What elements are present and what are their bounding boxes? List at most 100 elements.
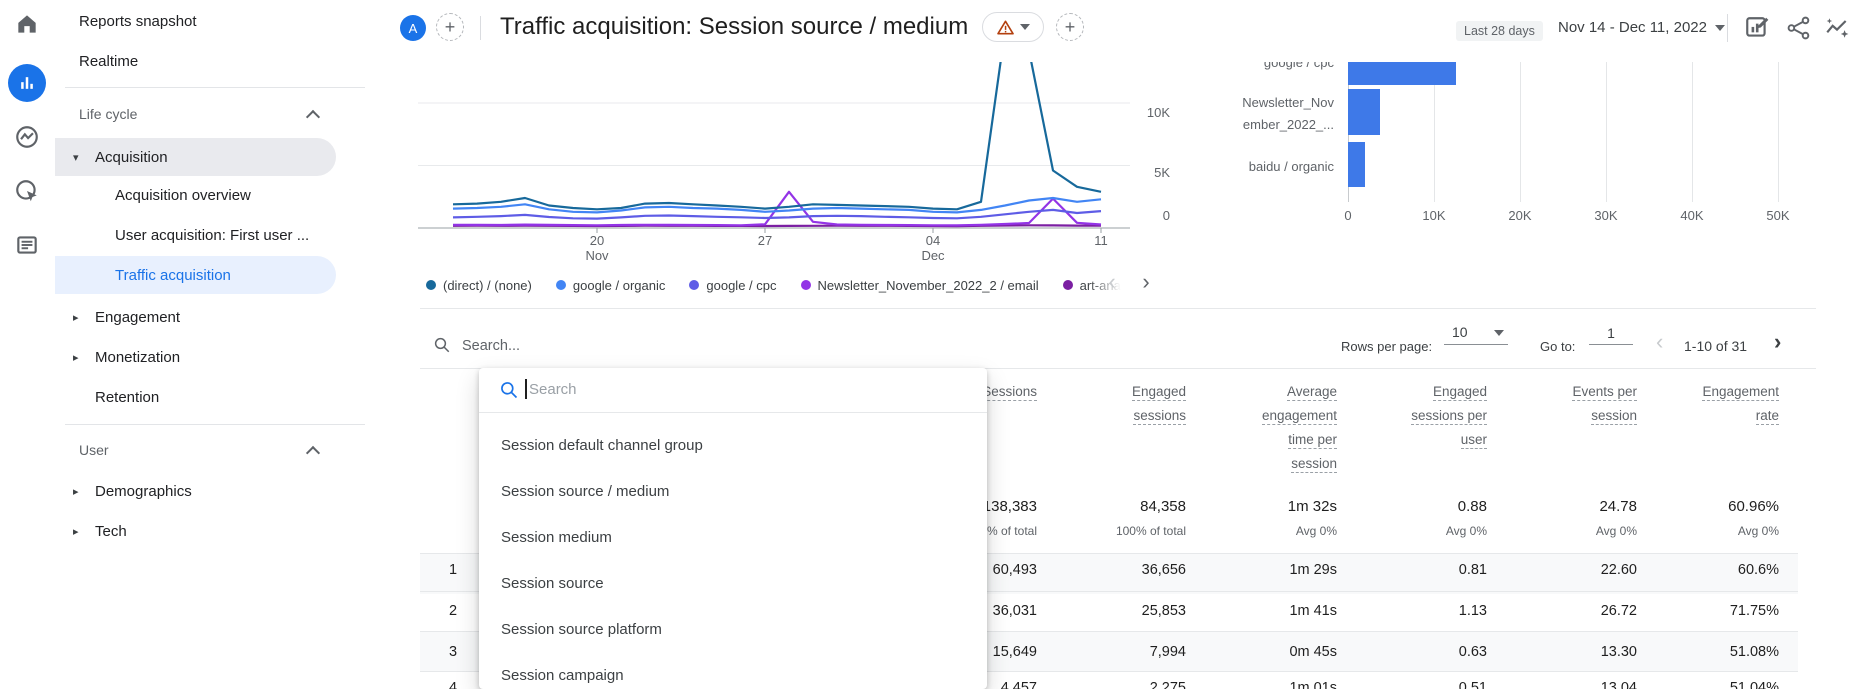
sidebar-item-realtime[interactable]: Realtime: [55, 42, 336, 80]
dropdown-item-session-default-channel-group[interactable]: Session default channel group: [479, 430, 987, 460]
totals-subtext: 100% of total: [1115, 524, 1186, 538]
totals-subtext: Avg 0%: [1737, 524, 1779, 538]
sidebar-item-engagement[interactable]: ▸ Engagement: [55, 298, 336, 336]
chevron-down-icon: [1714, 24, 1725, 31]
row-cell: 60,493: [992, 562, 1037, 578]
date-range-selector[interactable]: Nov 14 - Dec 11, 2022: [1558, 19, 1725, 36]
chevron-up-icon[interactable]: [305, 445, 321, 461]
chevron-up-icon[interactable]: [305, 109, 321, 125]
sidebar-item-retention[interactable]: Retention: [55, 378, 336, 416]
dropdown-item-session-source-medium[interactable]: Session source / medium: [479, 476, 987, 506]
expand-arrow-icon[interactable]: ▸: [73, 485, 79, 498]
sidebar-item-label: Reports snapshot: [79, 12, 197, 30]
pagination-next-icon[interactable]: ›: [1774, 329, 1782, 354]
row-cell: 0m 45s: [1289, 644, 1337, 660]
reports-sidebar: Reports snapshot Realtime Life cycle ▾ Acqui…: [55, 0, 379, 689]
bar-gridline: [1778, 62, 1779, 202]
bar-gridline: [1434, 62, 1435, 202]
sidebar-item-acquisition-overview[interactable]: Acquisition overview: [55, 176, 336, 214]
column-header[interactable]: Sessions: [982, 384, 1037, 401]
dropdown-search-input[interactable]: Search: [529, 381, 577, 398]
dropdown-item-label: Session source platform: [501, 620, 662, 638]
bar-x-tick-label: 20K: [1508, 208, 1532, 223]
data-quality-button[interactable]: [982, 12, 1044, 42]
dropdown-item-session-campaign[interactable]: Session campaign: [479, 660, 987, 689]
row-number: 3: [448, 644, 458, 660]
legend-scroll-right-icon[interactable]: ›: [1142, 269, 1150, 294]
property-avatar[interactable]: A: [400, 15, 426, 41]
totals-subtext: Avg 0%: [1295, 524, 1337, 538]
sidebar-item-label: User: [79, 442, 109, 458]
legend-item: art-ana: [1062, 278, 1121, 293]
sidebar-item-tech[interactable]: ▸ Tech: [55, 512, 336, 550]
section-divider: [420, 308, 1816, 309]
sidebar-item-traffic-acquisition[interactable]: Traffic acquisition: [55, 256, 336, 294]
legend-dot: [689, 280, 700, 290]
y-tick-label: 0: [1162, 208, 1170, 223]
column-header[interactable]: Average engagement time per session: [1261, 384, 1337, 473]
goto-page-input[interactable]: 1: [1589, 321, 1633, 345]
expand-arrow-icon[interactable]: ▸: [73, 525, 79, 538]
dropdown-item-session-medium[interactable]: Session medium: [479, 522, 987, 552]
add-report-button[interactable]: +: [1056, 13, 1084, 41]
dropdown-item-session-source-platform[interactable]: Session source platform: [479, 614, 987, 644]
table-row[interactable]: [420, 671, 1798, 689]
reports-icon[interactable]: [8, 64, 46, 102]
bar-Newsletter-November-2022-: [1348, 89, 1380, 135]
column-header[interactable]: Engaged sessions: [1131, 384, 1186, 425]
sidebar-item-user-acquisition-first-user[interactable]: User acquisition: First user ...: [55, 216, 336, 254]
bar-category-label: Newsletter_Nov ember_2022_...: [1242, 95, 1334, 132]
dropdown-item-session-source[interactable]: Session source: [479, 568, 987, 598]
chart-legend: (direct) / (none) google / organic google …: [426, 276, 1121, 294]
legend-dot: [426, 280, 436, 290]
advertising-icon[interactable]: [14, 178, 40, 204]
add-comparison-button[interactable]: +: [436, 13, 464, 41]
pagination-prev-icon[interactable]: ‹: [1656, 329, 1664, 354]
column-header[interactable]: Events per session: [1572, 384, 1637, 425]
bar-baidu-organic: [1348, 142, 1365, 187]
row-cell: 1m 29s: [1289, 562, 1337, 578]
sessions-line-chart: [418, 62, 1130, 233]
totals-value: 138,383: [982, 498, 1037, 515]
dropdown-divider: [479, 412, 987, 413]
text-cursor: [525, 379, 527, 399]
row-cell: 51.08%: [1729, 644, 1779, 660]
table-row[interactable]: [420, 591, 1798, 632]
home-icon[interactable]: [14, 11, 40, 37]
sidebar-item-life-cycle: Life cycle: [55, 95, 336, 133]
legend-label: google / organic: [572, 277, 666, 293]
y-tick-label: 5K: [1154, 165, 1170, 180]
row-cell: 71.75%: [1729, 603, 1779, 619]
bar-gridline: [1520, 62, 1521, 202]
dropdown-item-label: Session medium: [501, 528, 612, 546]
chevron-down-icon: [1494, 330, 1504, 336]
explore-icon[interactable]: [14, 124, 40, 150]
sidebar-item-demographics[interactable]: ▸ Demographics: [55, 472, 336, 510]
expand-arrow-icon[interactable]: ▸: [73, 311, 79, 324]
bar-x-tick-label: 10K: [1422, 208, 1446, 223]
column-header[interactable]: Engagement rate: [1702, 384, 1779, 425]
sidebar-item-acquisition[interactable]: ▾ Acquisition: [55, 138, 336, 176]
collapse-arrow-icon[interactable]: ▾: [73, 151, 79, 164]
legend-item: Newsletter_November_2022_2 / email: [800, 278, 1039, 293]
bar-gridline: [1606, 62, 1607, 202]
legend-scroll-left-icon[interactable]: ‹: [1108, 269, 1116, 294]
rows-per-page-select[interactable]: 10: [1444, 321, 1508, 345]
column-header[interactable]: Engaged sessions per user: [1411, 384, 1487, 449]
main-area: A + Traffic acquisition: Session source …: [378, 0, 1860, 689]
customize-report-icon[interactable]: [1744, 15, 1770, 41]
legend-item: google / organic: [555, 277, 666, 293]
sidebar-item-reports-snapshot[interactable]: Reports snapshot: [55, 2, 336, 40]
expand-arrow-icon[interactable]: ▸: [73, 351, 79, 364]
library-icon[interactable]: [14, 232, 40, 258]
insights-icon[interactable]: [1824, 15, 1850, 41]
chevron-down-icon: [1019, 24, 1030, 30]
sidebar-item-monetization[interactable]: ▸ Monetization: [55, 338, 336, 376]
nav-rail: [0, 0, 55, 689]
row-number: 1: [448, 562, 458, 578]
share-icon[interactable]: [1786, 15, 1812, 41]
row-cell: 36,031: [992, 603, 1037, 619]
table-search-input[interactable]: Search...: [462, 338, 521, 354]
x-tick-label: 11: [1094, 233, 1108, 248]
legend-dot: [800, 280, 811, 290]
